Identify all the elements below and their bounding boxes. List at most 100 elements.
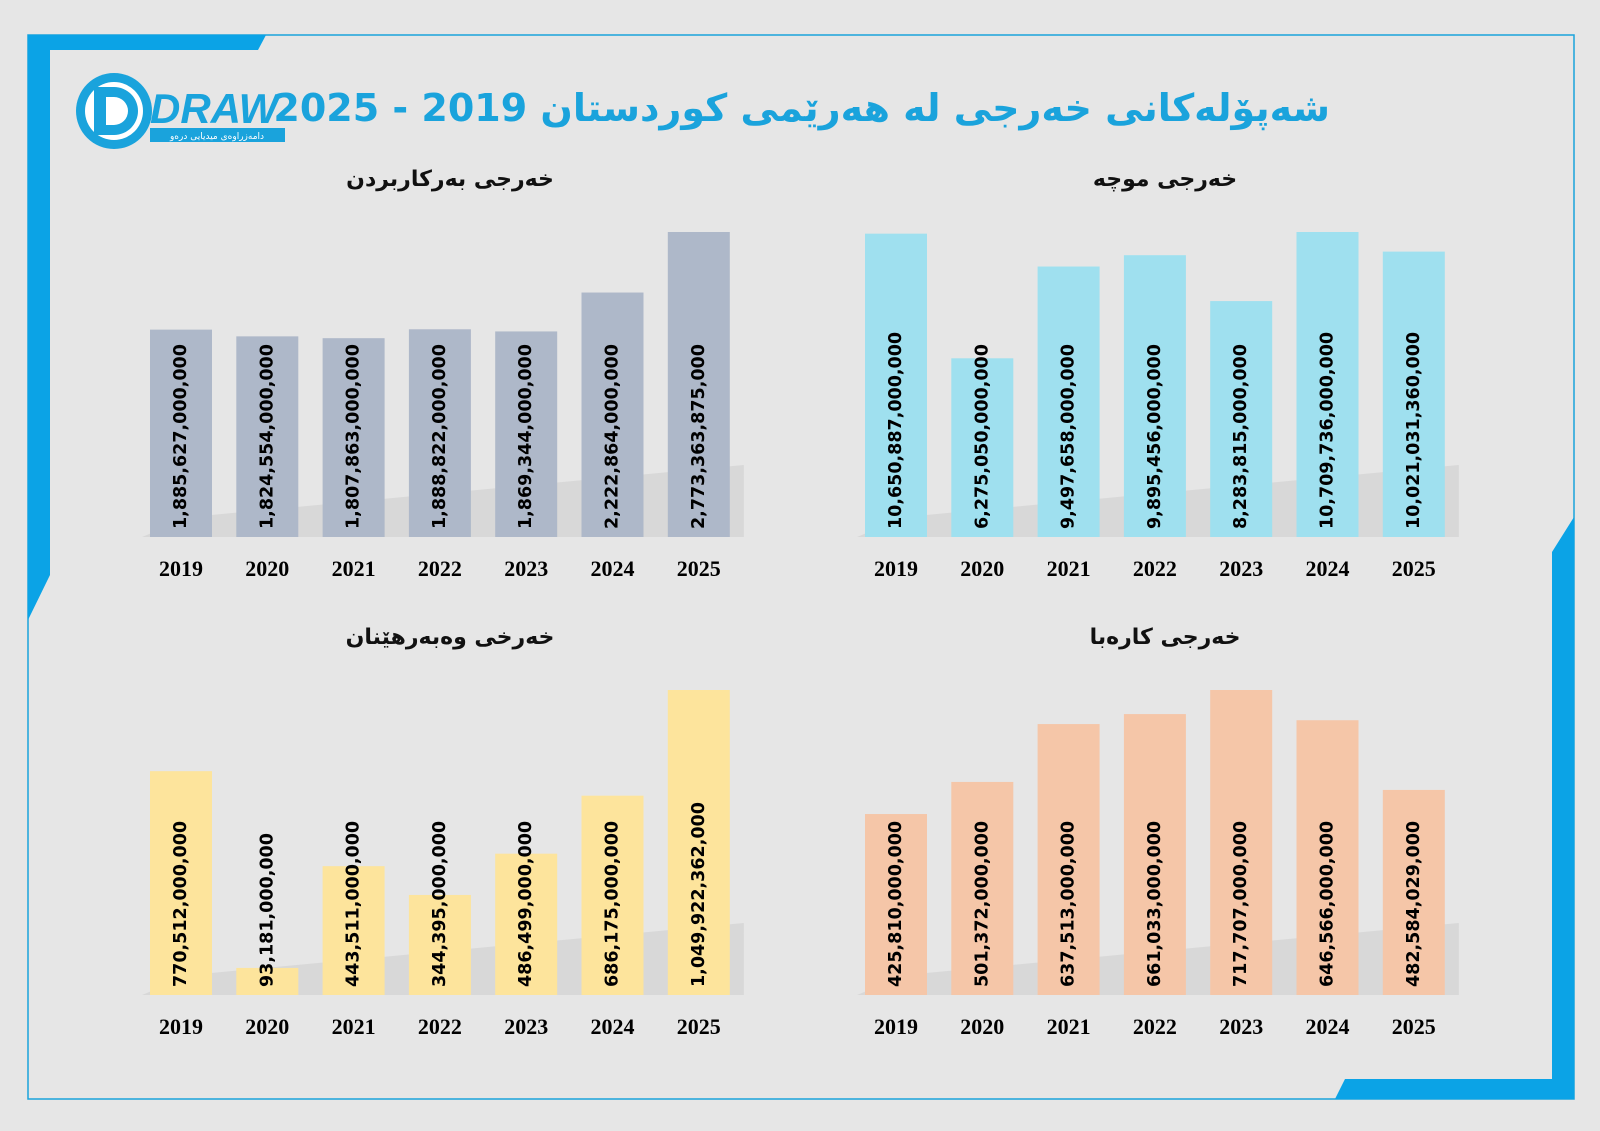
bar-value-label: 9,497,658,000,000 xyxy=(1059,344,1079,529)
year-tick-label: 2021 xyxy=(332,1014,376,1039)
bar-2019 xyxy=(865,233,927,537)
bar-value-label: 2,773,363,875,000 xyxy=(689,344,709,529)
chart-title: خەرجی كارەبا xyxy=(1089,625,1241,650)
bar-value-label: 646,566,000,000 xyxy=(1318,821,1338,987)
year-tick-label: 2025 xyxy=(677,1014,721,1039)
bar-2025 xyxy=(667,690,730,995)
bar-2019 xyxy=(150,771,212,995)
year-tick-label: 2019 xyxy=(159,1014,203,1039)
bar-2020 xyxy=(951,358,1014,537)
bar-value-label: 501,372,000,000 xyxy=(972,821,992,987)
bar-2023 xyxy=(495,331,558,537)
bar-value-label: 2,222,864,000,000 xyxy=(603,344,623,529)
bar-value-label: 686,175,000,000 xyxy=(603,821,623,987)
year-tick-label: 2020 xyxy=(245,1014,289,1039)
bar-value-label: 1,888,822,000,000 xyxy=(430,344,450,529)
bar-2022 xyxy=(1123,714,1186,995)
electricity-expenditure-chart: خەرجی كارەبا 425,810,000,000 2019 501,372,… xyxy=(825,618,1505,1058)
year-tick-label: 2020 xyxy=(245,556,289,581)
chart-title: خەرجی بەركاربردن xyxy=(346,167,554,192)
bar-value-label: 10,709,736,000,000 xyxy=(1318,332,1338,529)
bar-2022 xyxy=(1123,255,1186,537)
year-tick-label: 2019 xyxy=(874,556,918,581)
bar-value-label: 1,824,554,000,000 xyxy=(257,344,277,529)
year-tick-label: 2024 xyxy=(591,1014,635,1039)
logo-wordmark: DRAW xyxy=(150,85,282,132)
year-tick-label: 2023 xyxy=(504,1014,548,1039)
bar-2025 xyxy=(667,232,730,537)
bar-value-label: 425,810,000,000 xyxy=(886,821,906,987)
year-tick-label: 2023 xyxy=(1219,556,1263,581)
bar-value-label: 443,511,000,000 xyxy=(344,821,364,987)
bar-value-label: 344,395,000,000 xyxy=(430,821,450,987)
bar-value-label: 6,275,050,000,000 xyxy=(972,344,992,529)
bar-value-label: 770,512,000,000 xyxy=(171,821,191,987)
bar-value-label: 1,885,627,000,000 xyxy=(171,344,191,529)
year-tick-label: 2025 xyxy=(1392,556,1436,581)
bar-value-label: 661,033,000,000 xyxy=(1145,821,1165,987)
bar-2021 xyxy=(1037,266,1100,537)
bar-2020 xyxy=(236,336,299,537)
bar-value-label: 10,021,031,360,000 xyxy=(1404,332,1424,529)
bar-value-label: 9,895,456,000,000 xyxy=(1145,344,1165,529)
year-tick-label: 2023 xyxy=(1219,1014,1263,1039)
year-tick-label: 2024 xyxy=(591,556,635,581)
bar-2024 xyxy=(1296,720,1359,995)
year-tick-label: 2025 xyxy=(677,556,721,581)
year-tick-label: 2019 xyxy=(159,556,203,581)
bar-value-label: 717,707,000,000 xyxy=(1231,821,1251,987)
bar-2025 xyxy=(1382,251,1445,537)
year-tick-label: 2022 xyxy=(418,556,462,581)
bar-2024 xyxy=(1296,232,1359,537)
bar-value-label: 486,499,000,000 xyxy=(516,821,536,987)
bar-value-label: 1,869,344,000,000 xyxy=(516,344,536,529)
bar-value-label: 1,807,863,000,000 xyxy=(344,344,364,529)
investment-bars: 770,512,000,000 2019 93,181,000,000 2020 443… xyxy=(142,690,744,1039)
bar-value-label: 482,584,029,000 xyxy=(1404,821,1424,987)
year-tick-label: 2025 xyxy=(1392,1014,1436,1039)
bar-2024 xyxy=(581,795,644,995)
bar-2023 xyxy=(1210,690,1273,995)
bar-2021 xyxy=(1037,724,1100,995)
year-tick-label: 2023 xyxy=(504,556,548,581)
year-tick-label: 2024 xyxy=(1306,556,1350,581)
salary-bars: 10,650,887,000,000 2019 6,275,050,000,000 2… xyxy=(857,232,1459,581)
bar-2023 xyxy=(495,853,558,995)
bar-2021 xyxy=(322,338,385,537)
salary-expenditure-chart: خەرجی موچە 10,650,887,000,000 2019 6,275,0… xyxy=(825,160,1505,600)
operational-expenditure-chart: خەرجی بەركاربردن 1,885,627,000,000 2019 1,… xyxy=(110,160,790,600)
bar-2020 xyxy=(951,781,1014,995)
year-tick-label: 2020 xyxy=(960,556,1004,581)
chart-title: خەرجی موچە xyxy=(1092,167,1238,192)
bar-2020 xyxy=(236,967,299,995)
year-tick-label: 2021 xyxy=(1047,1014,1091,1039)
bar-value-label: 637,513,000,000 xyxy=(1059,821,1079,987)
chart-title: خەرخی وەبەرهێنان xyxy=(345,625,555,650)
bar-2024 xyxy=(581,292,644,537)
bar-2025 xyxy=(1382,789,1445,995)
operational-bars: 1,885,627,000,000 2019 1,824,554,000,000 20… xyxy=(142,232,744,581)
page-title: شەپۆلەكانی خەرجی لە هەرێمی كوردستان 2019… xyxy=(273,86,1330,130)
year-tick-label: 2024 xyxy=(1306,1014,1350,1039)
year-tick-label: 2019 xyxy=(874,1014,918,1039)
electricity-bars: 425,810,000,000 2019 501,372,000,000 2020 63… xyxy=(857,690,1459,1039)
bar-2021 xyxy=(322,866,385,995)
year-tick-label: 2021 xyxy=(1047,556,1091,581)
bar-value-label: 1,049,922,362,000 xyxy=(689,802,709,987)
draw-logo: DRAW دامەزراوەی میدیایی درەو xyxy=(76,73,285,149)
logo-tagline: دامەزراوەی میدیایی درەو xyxy=(169,132,264,142)
year-tick-label: 2022 xyxy=(1133,556,1177,581)
year-tick-label: 2020 xyxy=(960,1014,1004,1039)
bar-value-label: 10,650,887,000,000 xyxy=(886,332,906,529)
year-tick-label: 2022 xyxy=(1133,1014,1177,1039)
bar-2019 xyxy=(865,814,927,995)
bar-2023 xyxy=(1210,301,1273,537)
year-tick-label: 2022 xyxy=(418,1014,462,1039)
investment-expenditure-chart: خەرخی وەبەرهێنان 770,512,000,000 2019 93,1… xyxy=(110,618,790,1058)
bar-value-label: 8,283,815,000,000 xyxy=(1231,344,1251,529)
bar-2022 xyxy=(408,894,471,995)
year-tick-label: 2021 xyxy=(332,556,376,581)
bar-2022 xyxy=(408,329,471,537)
bar-2019 xyxy=(150,329,212,537)
